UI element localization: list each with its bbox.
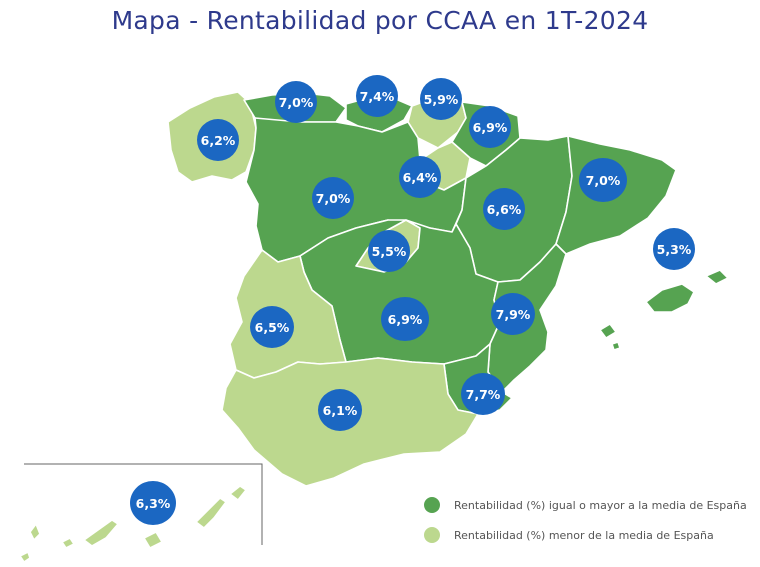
bubble-madrid: 5,5% — [368, 230, 410, 272]
island-la-gomera — [61, 537, 75, 549]
island-menorca — [705, 269, 729, 285]
bubble-canarias: 6,3% — [130, 481, 176, 525]
label-andalucia: 6,1% — [323, 403, 358, 418]
bubble-navarra: 6,9% — [469, 106, 511, 148]
bubble-asturias: 7,0% — [275, 81, 317, 123]
legend-item-low: Rentabilidad (%) menor de la media de Es… — [424, 524, 747, 546]
bubble-andalucia: 6,1% — [318, 389, 362, 431]
bubble-la-rioja: 6,4% — [399, 156, 441, 198]
island-mallorca — [645, 283, 695, 313]
bubble-baleares: 5,3% — [653, 228, 695, 270]
label-valencia: 7,9% — [496, 307, 531, 322]
bubble-cantabria: 7,4% — [356, 75, 398, 117]
legend-item-high: Rentabilidad (%) igual o mayor a la medi… — [424, 494, 747, 516]
label-extremadura: 6,5% — [255, 320, 290, 335]
label-pais-vasco: 5,9% — [424, 92, 459, 107]
bubble-castilla-la-mancha: 6,9% — [381, 297, 429, 341]
bubble-extremadura: 6,5% — [250, 306, 294, 348]
bubble-valencia: 7,9% — [491, 293, 535, 335]
label-asturias: 7,0% — [279, 95, 314, 110]
bubble-aragon: 6,6% — [483, 188, 525, 230]
label-baleares: 5,3% — [657, 242, 692, 257]
canarias-inset-border — [24, 463, 263, 545]
legend-label-low: Rentabilidad (%) menor de la media de Es… — [454, 528, 714, 542]
label-castilla-la-mancha: 6,9% — [388, 312, 423, 327]
island-formentera — [611, 341, 621, 351]
label-cataluna: 7,0% — [586, 173, 621, 188]
label-madrid: 5,5% — [372, 244, 407, 259]
label-canarias: 6,3% — [136, 496, 171, 511]
map-title: Mapa - Rentabilidad por CCAA en 1T-2024 — [111, 6, 649, 35]
label-murcia: 7,7% — [466, 387, 501, 402]
island-el-hierro — [19, 551, 31, 563]
bubble-pais-vasco: 5,9% — [420, 78, 462, 120]
bubble-cataluna: 7,0% — [579, 158, 627, 202]
legend-swatch-low-icon — [424, 527, 440, 543]
island-ibiza — [599, 323, 617, 339]
label-castilla-leon: 7,0% — [316, 191, 351, 206]
island-lanzarote — [229, 485, 247, 501]
legend: Rentabilidad (%) igual o mayor a la medi… — [424, 494, 747, 554]
island-la-palma — [29, 523, 41, 541]
island-gran-canaria — [143, 531, 163, 549]
label-cantabria: 7,4% — [360, 89, 395, 104]
label-aragon: 6,6% — [487, 202, 522, 217]
label-navarra: 6,9% — [473, 120, 508, 135]
bubble-murcia: 7,7% — [461, 373, 505, 415]
label-la-rioja: 6,4% — [403, 170, 438, 185]
island-tenerife — [83, 519, 119, 547]
bubble-galicia: 6,2% — [197, 119, 239, 161]
bubble-castilla-leon: 7,0% — [312, 177, 354, 219]
island-fuerteventura — [195, 497, 227, 529]
label-galicia: 6,2% — [201, 133, 236, 148]
legend-swatch-high-icon — [424, 497, 440, 513]
legend-label-high: Rentabilidad (%) igual o mayor a la medi… — [454, 498, 747, 512]
